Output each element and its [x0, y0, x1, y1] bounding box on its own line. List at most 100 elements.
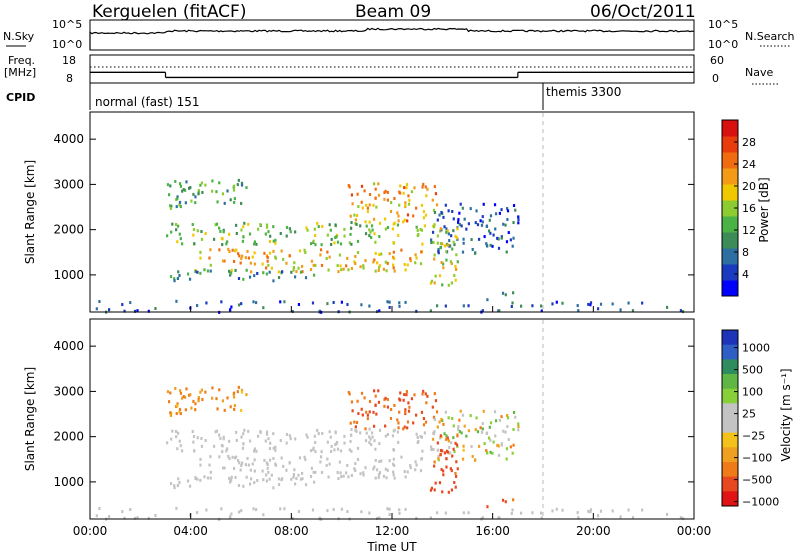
velocity-cell — [237, 459, 240, 463]
power-cell — [264, 266, 268, 270]
velocity-cell — [502, 429, 505, 433]
power-cell — [448, 239, 451, 243]
power-cell — [178, 203, 181, 207]
power-cell — [171, 222, 174, 226]
velocity-cell — [255, 449, 258, 453]
velocity-cell — [406, 420, 410, 424]
velocity-colorbar-tick-label: 500 — [742, 364, 763, 377]
velocity-cell — [266, 462, 269, 466]
power-cell — [576, 304, 579, 308]
velocity-cell — [304, 458, 307, 462]
power-cell — [511, 244, 514, 248]
velocity-cell — [432, 447, 435, 451]
velocity-cell — [383, 404, 386, 408]
noise-panel: N.Sky 10^5 10^0 10^5 10^0 N.Search — [3, 18, 795, 51]
velocity-cell — [208, 463, 211, 467]
velocity-cell — [457, 427, 460, 431]
velocity-cell — [404, 408, 407, 412]
velocity-cell — [641, 508, 644, 512]
velocity-ylabel: Slant Range [km] — [23, 367, 37, 471]
velocity-cell — [223, 408, 226, 412]
velocity-cell — [196, 477, 199, 481]
velocity-cell — [465, 434, 468, 438]
power-cell — [353, 260, 356, 264]
velocity-cell — [577, 516, 580, 520]
power-cell — [279, 300, 282, 304]
velocity-cell — [561, 508, 564, 512]
velocity-cell — [402, 427, 405, 431]
power-cell — [366, 210, 369, 214]
power-cell — [437, 248, 440, 252]
velocity-cell — [351, 409, 354, 413]
power-cell — [451, 209, 454, 213]
freq-left-top-tick: 18 — [62, 54, 76, 67]
velocity-cell — [454, 441, 457, 445]
velocity-cell — [232, 395, 236, 399]
freq-label-2: [MHz] — [4, 66, 36, 79]
velocity-cell — [196, 511, 199, 515]
power-cell — [455, 267, 458, 271]
power-cell — [272, 239, 275, 243]
power-cell — [174, 179, 177, 183]
power-cell — [393, 221, 396, 225]
velocity-cell — [267, 470, 270, 474]
velocity-colorbar-swatch — [722, 462, 738, 478]
power-cell — [197, 188, 200, 192]
velocity-cell — [454, 485, 457, 489]
velocity-cell — [107, 515, 111, 519]
velocity-cell — [326, 440, 329, 444]
power-cell — [500, 236, 503, 240]
noise-left-top-tick: 10^5 — [52, 18, 82, 31]
power-cell — [277, 270, 280, 274]
power-cell — [222, 230, 225, 234]
velocity-cell — [438, 420, 441, 424]
velocity-cell — [420, 435, 424, 439]
power-cell — [489, 231, 492, 235]
velocity-cell — [272, 446, 275, 450]
power-cell — [225, 242, 228, 246]
velocity-cell — [192, 440, 195, 444]
velocity-cell — [262, 513, 265, 517]
velocity-cell — [426, 394, 429, 398]
velocity-cell — [262, 478, 265, 482]
power-cell — [259, 223, 262, 227]
power-cell — [456, 237, 459, 241]
velocity-cell — [175, 435, 178, 439]
velocity-cell — [441, 490, 444, 494]
power-cell — [221, 192, 225, 196]
power-cell — [465, 227, 468, 231]
power-cell — [194, 195, 197, 199]
velocity-cell — [425, 401, 428, 405]
power-cell — [444, 203, 447, 207]
velocity-cell — [458, 429, 461, 433]
velocity-cell — [378, 472, 381, 476]
velocity-cell — [500, 443, 503, 447]
power-cell — [456, 260, 459, 264]
velocity-cell — [340, 507, 344, 511]
power-cell — [473, 251, 477, 255]
power-cell — [212, 237, 216, 241]
velocity-cell — [228, 457, 231, 461]
power-cell — [378, 265, 381, 269]
velocity-cell — [415, 463, 418, 467]
velocity-cell — [294, 437, 297, 441]
velocity-cell — [121, 510, 124, 514]
power-cell — [455, 253, 458, 257]
power-cell — [312, 239, 315, 243]
velocity-cell — [405, 393, 408, 397]
power-cell — [396, 223, 400, 227]
velocity-cell — [311, 508, 315, 512]
velocity-cell — [236, 390, 239, 394]
velocity-cell — [289, 437, 292, 441]
power-cell — [348, 185, 351, 189]
power-cell — [192, 192, 195, 196]
velocity-cell — [215, 429, 219, 433]
velocity-cell — [388, 459, 391, 463]
power-cell — [505, 250, 508, 254]
power-cell — [512, 221, 515, 225]
power-cell — [280, 249, 283, 253]
velocity-cell — [218, 388, 221, 392]
power-cell — [190, 199, 193, 203]
power-cell — [398, 304, 401, 308]
velocity-cell — [453, 450, 456, 454]
